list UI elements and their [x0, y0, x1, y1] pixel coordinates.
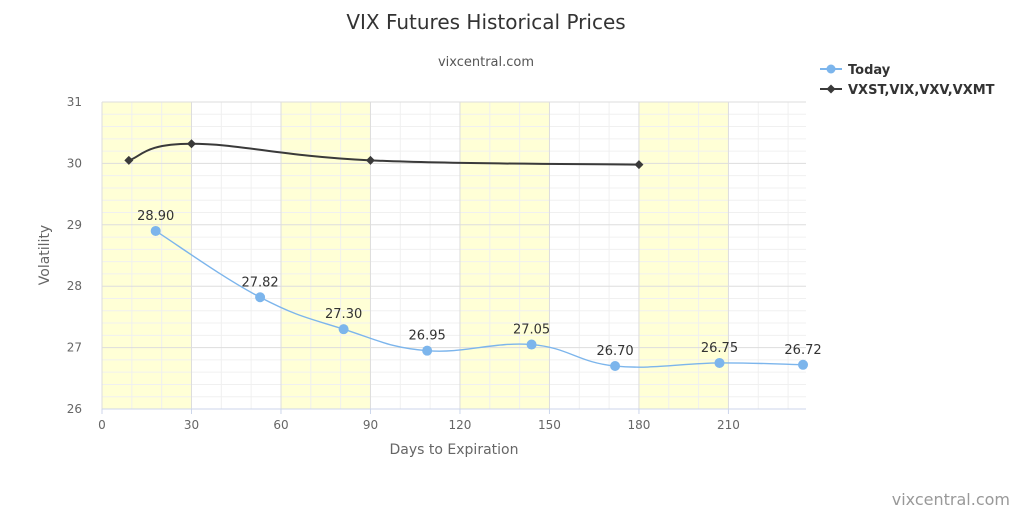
series-line-vxst-vix-vxv-vxmt — [128, 142, 639, 166]
x-tick-label: 0 — [98, 418, 106, 432]
data-point-today[interactable] — [422, 345, 433, 356]
highlight-band-1 — [280, 102, 371, 409]
y-tick-label: 29 — [67, 218, 82, 232]
y-tick-label: 30 — [67, 156, 82, 170]
legend-marker-today — [826, 64, 836, 74]
x-tick-label: 210 — [717, 418, 740, 432]
y-axis-title: Volatility — [37, 225, 53, 285]
x-tick-label: 60 — [273, 418, 288, 432]
data-point-vxst-vix-vxv-vxmt[interactable] — [365, 155, 375, 165]
data-point-vxst-vix-vxv-vxmt[interactable] — [634, 160, 644, 170]
data-label-today: 26.70 — [596, 344, 633, 359]
data-label-today: 28.90 — [137, 209, 174, 224]
highlight-band-0 — [102, 102, 192, 409]
data-labels: 28.90 27.82 27.30 26.95 27.05 26.70 26.75 26.72 — [137, 209, 822, 359]
y-tick-label: 27 — [67, 341, 82, 355]
data-point-today[interactable] — [255, 292, 266, 303]
chart-title: VIX Futures Historical Prices — [346, 10, 625, 34]
legend-label-today: Today — [848, 63, 891, 78]
x-tick-label: 180 — [627, 418, 650, 432]
legend-item-vxst-vix-vxv-vxmt[interactable]: VXST,VIX,VXV,VXMT — [820, 83, 995, 98]
x-tick-label: 90 — [363, 418, 378, 432]
legend-marker-vxst-vix-vxv-vxmt — [826, 84, 836, 94]
data-label-today: 26.75 — [701, 341, 738, 356]
data-point-vxst-vix-vxv-vxmt[interactable] — [124, 155, 134, 165]
chart-subtitle: vixcentral.com — [438, 55, 534, 70]
data-point-today[interactable] — [338, 324, 349, 335]
x-tick-label: 120 — [449, 418, 472, 432]
data-point-today[interactable] — [610, 361, 621, 372]
data-label-today: 26.72 — [784, 343, 821, 358]
data-label-today: 27.30 — [325, 307, 362, 322]
x-tick-label: 150 — [538, 418, 561, 432]
x-axis-ticks: 0 30 60 90 120 150 180 210 — [98, 409, 740, 432]
y-tick-label: 26 — [67, 402, 82, 416]
highlight-band-3 — [638, 102, 729, 409]
data-label-today: 27.05 — [513, 323, 550, 338]
data-point-today[interactable] — [150, 225, 161, 236]
data-point-today[interactable] — [714, 357, 725, 368]
data-point-vxst-vix-vxv-vxmt[interactable] — [186, 139, 196, 149]
y-axis-ticks: 26 27 28 29 30 31 — [67, 95, 82, 416]
credit-link[interactable]: vixcentral.com — [892, 490, 1010, 509]
data-point-today[interactable] — [526, 339, 537, 350]
highlight-bands — [102, 102, 729, 409]
y-tick-label: 31 — [67, 95, 82, 109]
data-label-today: 26.95 — [409, 329, 446, 344]
legend-item-today[interactable]: Today — [820, 63, 891, 78]
highlight-band-2 — [459, 102, 550, 409]
x-tick-label: 30 — [184, 418, 199, 432]
y-tick-label: 28 — [67, 279, 82, 293]
series-layer — [124, 139, 809, 372]
legend-label-vxst-vix-vxv-vxmt: VXST,VIX,VXV,VXMT — [848, 83, 995, 98]
legend: Today VXST,VIX,VXV,VXMT — [820, 63, 995, 98]
x-axis-title: Days to Expiration — [390, 442, 519, 458]
data-label-today: 27.82 — [241, 275, 278, 290]
data-point-today[interactable] — [798, 359, 809, 370]
